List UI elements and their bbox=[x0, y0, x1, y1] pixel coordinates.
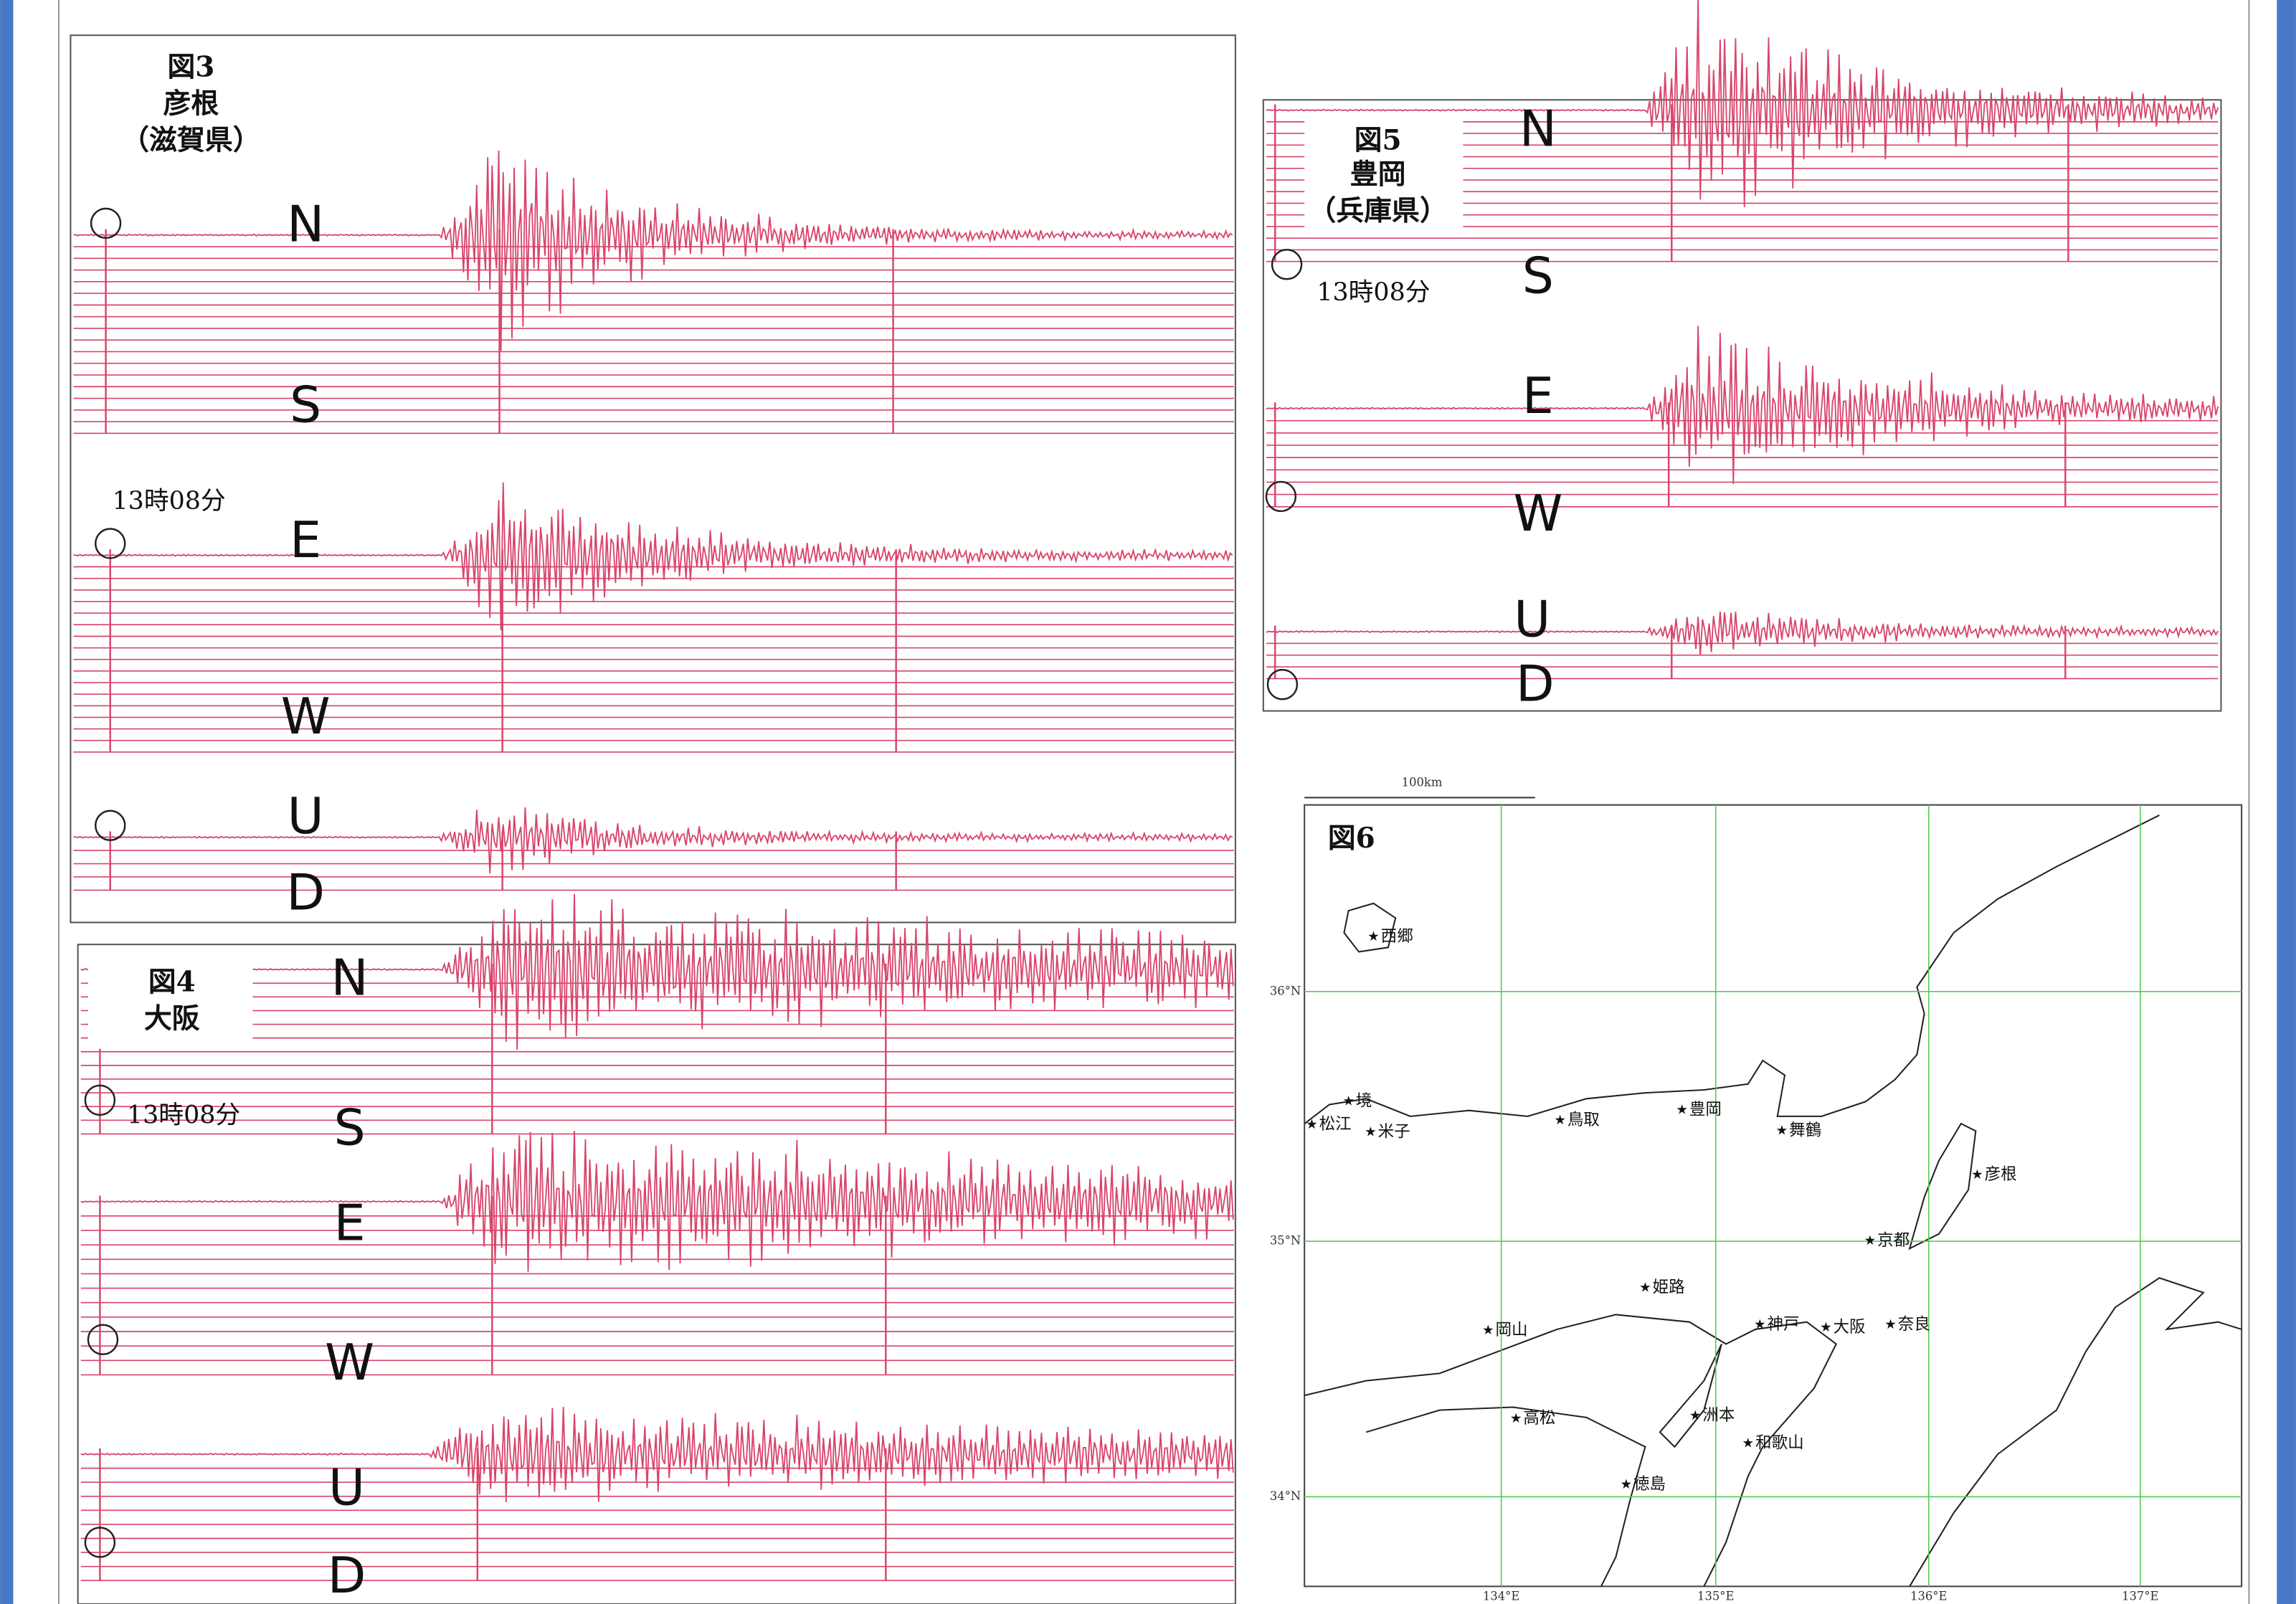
city-marker: ★ bbox=[1864, 1233, 1877, 1248]
city-marker: ★ bbox=[1820, 1320, 1832, 1335]
city-name: 彦根 bbox=[1985, 1165, 2017, 1184]
component-label: N bbox=[331, 949, 369, 1007]
component-label: W bbox=[325, 1334, 374, 1392]
figure-sheet: 36°N 35°N 34°N 134°E 135°E 136°E 137°E 100km 図6 ★… bbox=[0, 0, 2296, 1604]
city-marker: ★ bbox=[1639, 1281, 1651, 1296]
component-label: S bbox=[290, 376, 321, 435]
city-marker: ★ bbox=[1971, 1167, 1983, 1182]
city-marker: ★ bbox=[1689, 1408, 1702, 1423]
city-marker: ★ bbox=[1754, 1317, 1766, 1332]
city-name: 奈良 bbox=[1898, 1315, 1930, 1334]
city-name: 洲本 bbox=[1702, 1406, 1735, 1425]
time-label: 13時08分 bbox=[127, 1101, 240, 1129]
city-marker: ★ bbox=[1554, 1113, 1566, 1128]
city-marker: ★ bbox=[1884, 1317, 1897, 1332]
city-name: 徳島 bbox=[1633, 1475, 1666, 1494]
city-name: 米子 bbox=[1378, 1122, 1410, 1141]
city-name: 神戸 bbox=[1767, 1315, 1799, 1334]
lon-label: 136°E bbox=[1910, 1589, 1947, 1603]
city-name: 高松 bbox=[1523, 1409, 1555, 1428]
component-label: N bbox=[287, 196, 324, 254]
city-name: 舞鶴 bbox=[1789, 1121, 1821, 1139]
component-label: E bbox=[334, 1195, 366, 1253]
figure-3-panel bbox=[70, 35, 1235, 922]
time-label: 13時08分 bbox=[1317, 278, 1430, 307]
city-marker: ★ bbox=[1365, 1124, 1377, 1139]
city-name: 豊岡 bbox=[1689, 1101, 1722, 1119]
city-name: 境 bbox=[1356, 1091, 1372, 1110]
left-border bbox=[0, 0, 13, 1604]
city-marker: ★ bbox=[1776, 1123, 1788, 1138]
city-marker: ★ bbox=[1367, 929, 1380, 944]
lat-label: 36°N bbox=[1270, 984, 1301, 997]
city-marker: ★ bbox=[1306, 1117, 1318, 1132]
component-label: D bbox=[1516, 655, 1555, 713]
lon-label: 134°E bbox=[1483, 1589, 1519, 1603]
station-name: 大阪 bbox=[144, 1002, 200, 1035]
right-border bbox=[2277, 0, 2296, 1604]
component-label: N bbox=[1519, 100, 1557, 158]
component-label: U bbox=[288, 787, 324, 845]
component-label: W bbox=[1513, 485, 1562, 543]
city-name: 鳥取 bbox=[1567, 1111, 1600, 1129]
city-name: 和歌山 bbox=[1755, 1434, 1804, 1453]
city-name: 大阪 bbox=[1834, 1318, 1866, 1337]
lat-label: 35°N bbox=[1270, 1234, 1301, 1248]
lon-label: 135°E bbox=[1697, 1589, 1734, 1603]
component-label: E bbox=[1522, 367, 1554, 425]
prefecture: （滋賀県） bbox=[121, 124, 261, 157]
city-name: 西郷 bbox=[1381, 927, 1413, 946]
figure-label: 図3 bbox=[167, 50, 214, 83]
component-label: W bbox=[281, 688, 331, 746]
figure-label: 図4 bbox=[148, 966, 196, 999]
component-label: E bbox=[290, 511, 321, 569]
station-name: 彦根 bbox=[163, 87, 219, 120]
component-label: U bbox=[328, 1458, 365, 1517]
scale-label: 100km bbox=[1402, 775, 1443, 789]
lat-label: 34°N bbox=[1270, 1489, 1301, 1503]
city-marker: ★ bbox=[1621, 1477, 1633, 1492]
city-name: 京都 bbox=[1877, 1231, 1910, 1250]
lon-label: 137°E bbox=[2122, 1589, 2158, 1603]
city-name: 岡山 bbox=[1495, 1321, 1527, 1339]
component-label: S bbox=[1522, 247, 1554, 305]
component-label: S bbox=[334, 1098, 366, 1157]
city-marker: ★ bbox=[1510, 1411, 1522, 1426]
city-name: 松江 bbox=[1319, 1115, 1352, 1134]
component-label: D bbox=[286, 864, 325, 922]
time-label: 13時08分 bbox=[113, 487, 226, 516]
city-marker: ★ bbox=[1676, 1103, 1688, 1118]
map-label: 図6 bbox=[1328, 822, 1375, 855]
component-label: D bbox=[328, 1547, 366, 1604]
component-label: U bbox=[1514, 591, 1550, 649]
prefecture: （兵庫県） bbox=[1308, 194, 1448, 227]
station-name: 豊岡 bbox=[1350, 158, 1406, 191]
map-panel bbox=[1304, 805, 2242, 1587]
page: 36°N 35°N 34°N 134°E 135°E 136°E 137°E 100km 図6 ★… bbox=[0, 0, 2296, 1604]
city-marker: ★ bbox=[1482, 1323, 1494, 1338]
city-marker: ★ bbox=[1742, 1436, 1755, 1451]
city-name: 姫路 bbox=[1653, 1278, 1685, 1297]
figure-label: 図5 bbox=[1355, 124, 1402, 157]
city-marker: ★ bbox=[1342, 1093, 1355, 1109]
